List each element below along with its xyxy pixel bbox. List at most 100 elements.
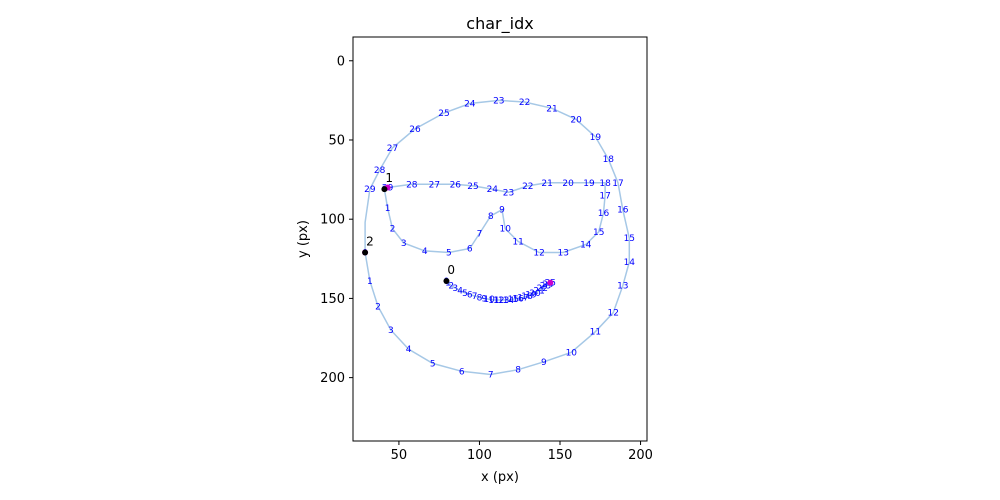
y-tick-label: 200 bbox=[320, 371, 345, 386]
stroke-line-1 bbox=[383, 182, 606, 254]
point-label: 20 bbox=[562, 179, 574, 189]
point-label: 3 bbox=[452, 284, 458, 294]
point-label: 25 bbox=[467, 182, 478, 192]
y-tick-label: 50 bbox=[328, 133, 345, 148]
point-label: 10 bbox=[499, 225, 511, 235]
point-label: 7 bbox=[472, 292, 478, 302]
start-marker bbox=[362, 249, 369, 256]
x-tick-label: 200 bbox=[628, 448, 653, 463]
point-label: 4 bbox=[422, 247, 428, 257]
point-label: 17 bbox=[517, 294, 528, 304]
stroke-index-label: 2 bbox=[366, 235, 374, 249]
point-label: 9 bbox=[541, 358, 547, 368]
point-label: 25 bbox=[438, 109, 449, 119]
point-label: 10 bbox=[483, 295, 495, 305]
point-label: 7 bbox=[477, 230, 483, 240]
point-label: 1 bbox=[367, 277, 373, 287]
point-label: 22 bbox=[537, 284, 548, 294]
point-label: 26 bbox=[409, 125, 421, 135]
y-tick-label: 150 bbox=[320, 292, 345, 307]
point-label: 18 bbox=[521, 292, 533, 302]
point-label: 7 bbox=[488, 371, 494, 381]
point-label: 1 bbox=[445, 279, 451, 289]
point-label: 3 bbox=[388, 326, 394, 336]
x-tick-label: 150 bbox=[548, 448, 573, 463]
y-axis-label: y (px) bbox=[296, 220, 311, 258]
point-label: 15 bbox=[593, 228, 604, 238]
x-tick-label: 100 bbox=[467, 448, 492, 463]
stroke-line-2 bbox=[364, 99, 631, 376]
point-label: 15 bbox=[624, 234, 635, 244]
point-label: 13 bbox=[498, 296, 509, 306]
point-label: 19 bbox=[590, 133, 602, 143]
point-label: 22 bbox=[519, 98, 530, 108]
stroke-1: 0123456789101112131415161718192021222324… bbox=[381, 171, 611, 259]
point-label: 19 bbox=[583, 179, 595, 189]
point-label: 2 bbox=[375, 302, 381, 312]
point-label: 24 bbox=[464, 100, 476, 110]
point-label: 17 bbox=[612, 179, 623, 189]
point-label: 12 bbox=[533, 249, 544, 259]
point-label: 20 bbox=[529, 289, 541, 299]
point-label: 8 bbox=[477, 294, 483, 304]
stroke-index-label: 1 bbox=[385, 171, 393, 185]
stroke-index-label: 0 bbox=[447, 263, 455, 277]
stroke-0: 0123456789101112131415161718192021222324… bbox=[443, 263, 556, 306]
point-label: 23 bbox=[503, 188, 514, 198]
point-label: 4 bbox=[457, 287, 463, 297]
chart-title: char_idx bbox=[466, 14, 533, 34]
point-label: 4 bbox=[406, 345, 412, 355]
point-label: 10 bbox=[566, 348, 578, 358]
stroke-2: 0123456789101112131415161718192021222324… bbox=[362, 96, 636, 381]
point-label: 5 bbox=[462, 289, 468, 299]
point-label: 5 bbox=[446, 249, 452, 259]
point-label: 14 bbox=[624, 258, 636, 268]
stroke-line-0 bbox=[445, 280, 551, 301]
point-label: 6 bbox=[467, 291, 473, 301]
point-label: 6 bbox=[459, 367, 465, 377]
point-label: 17 bbox=[599, 191, 610, 201]
point-label: 16 bbox=[617, 206, 629, 216]
point-label: 1 bbox=[385, 204, 391, 214]
point-label: 28 bbox=[374, 166, 386, 176]
point-label: 9 bbox=[499, 206, 505, 216]
point-label: 3 bbox=[401, 239, 407, 249]
point-label: 24 bbox=[542, 280, 554, 290]
point-label: 21 bbox=[541, 179, 552, 189]
point-label: 18 bbox=[603, 155, 615, 165]
point-label: 8 bbox=[515, 366, 521, 376]
point-label: 13 bbox=[617, 282, 628, 292]
point-label: 5 bbox=[430, 359, 436, 369]
point-label: 16 bbox=[598, 209, 610, 219]
point-label: 29 bbox=[364, 185, 376, 195]
point-label: 11 bbox=[488, 296, 499, 306]
point-label: 11 bbox=[512, 237, 523, 247]
point-label: 21 bbox=[533, 287, 544, 297]
point-label: 14 bbox=[503, 296, 515, 306]
point-label: 2 bbox=[390, 225, 396, 235]
point-label: 13 bbox=[557, 249, 568, 259]
plot-area: 0123456789101112131415161718192021222324… bbox=[362, 96, 636, 381]
point-label: 27 bbox=[387, 144, 398, 154]
start-marker bbox=[381, 186, 388, 193]
point-label: 26 bbox=[450, 180, 462, 190]
point-label: 8 bbox=[488, 212, 494, 222]
point-label: 18 bbox=[599, 179, 611, 189]
end-marker bbox=[547, 279, 554, 286]
start-marker bbox=[443, 277, 450, 284]
plot-frame bbox=[352, 36, 648, 442]
point-label: 2 bbox=[448, 282, 454, 292]
y-tick-label: 0 bbox=[337, 54, 345, 69]
y-tick-label: 100 bbox=[320, 213, 345, 228]
point-label: 23 bbox=[540, 282, 551, 292]
y-axis: 0 50 100 150 200 bbox=[320, 54, 353, 386]
x-tick-label: 50 bbox=[391, 448, 408, 463]
point-label: 11 bbox=[590, 328, 601, 338]
point-label: 28 bbox=[406, 180, 418, 190]
point-label: 12 bbox=[607, 309, 618, 319]
point-label: 6 bbox=[467, 245, 473, 255]
x-axis-label: x (px) bbox=[481, 470, 519, 485]
point-label: 14 bbox=[580, 241, 592, 251]
point-label: 22 bbox=[522, 182, 533, 192]
